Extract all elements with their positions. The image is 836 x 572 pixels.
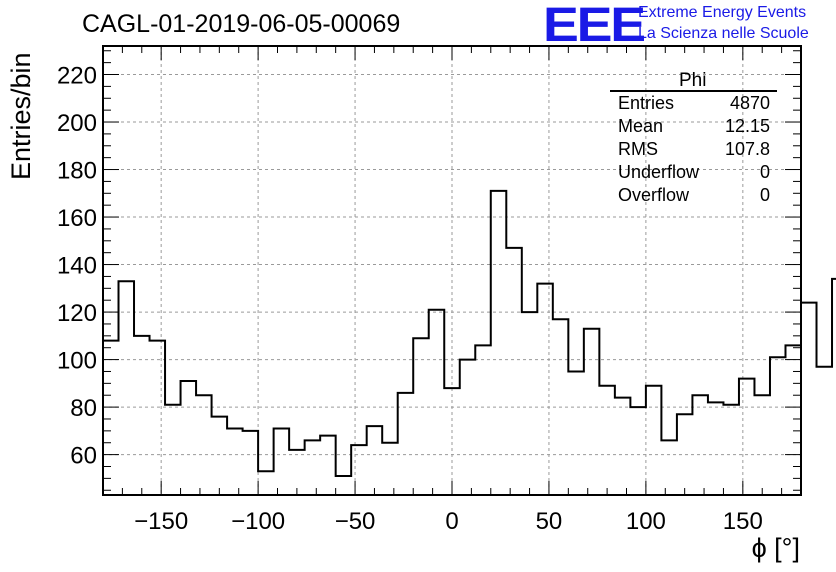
histogram-bin-13 — [305, 440, 321, 495]
histogram-bin-29 — [553, 319, 569, 495]
histogram-bin-16 — [351, 445, 367, 495]
histogram-bin-46 — [817, 367, 833, 495]
y-tick-label: 180 — [57, 158, 97, 185]
plot-title: CAGL-01-2019-06-05-00069 — [82, 10, 401, 38]
x-tick-label: −50 — [335, 508, 376, 535]
x-tick-label: 50 — [536, 508, 563, 535]
histogram-bin-17 — [367, 426, 383, 495]
histogram-bin-3 — [150, 341, 166, 495]
histogram-bin-8 — [227, 428, 243, 495]
histogram-bin-31 — [584, 329, 600, 495]
x-tick-label: −100 — [231, 508, 285, 535]
histogram-bin-22 — [444, 388, 460, 495]
y-tick-label: 220 — [57, 63, 97, 90]
stats-value-rms: 107.8 — [724, 139, 770, 159]
histogram-bin-6 — [196, 395, 212, 495]
histogram-bin-44 — [785, 345, 801, 495]
histogram-bin-20 — [413, 338, 429, 495]
x-tick-label: 150 — [723, 508, 763, 535]
histogram-bin-15 — [336, 476, 352, 495]
histogram-bin-1 — [119, 281, 135, 495]
histogram-bin-33 — [615, 398, 631, 495]
histogram-bin-32 — [599, 386, 615, 495]
histogram-bin-30 — [568, 371, 584, 495]
histogram-bin-34 — [630, 407, 646, 495]
logo-subtitle-line1: Extreme Energy Events — [638, 4, 807, 21]
stats-label-overflow: Overflow — [618, 185, 690, 205]
histogram-bin-38 — [692, 395, 708, 495]
histogram-bin-25 — [491, 191, 507, 495]
histogram-bin-35 — [646, 386, 662, 495]
histogram-bin-9 — [243, 431, 259, 495]
stats-value-mean: 12.15 — [724, 116, 770, 136]
y-tick-label: 80 — [70, 395, 97, 422]
histogram-bin-5 — [181, 381, 197, 495]
histogram-bin-45 — [801, 303, 817, 495]
histogram-bin-7 — [212, 417, 228, 495]
histogram-bin-24 — [475, 345, 491, 495]
histogram-bin-4 — [165, 405, 181, 495]
stats-value-underflow: 0 — [759, 162, 770, 182]
y-tick-label: 120 — [57, 300, 97, 327]
stats-label-underflow: Underflow — [618, 162, 700, 182]
x-tick-label: 100 — [626, 508, 666, 535]
histogram-bin-40 — [723, 405, 739, 495]
y-tick-label: 100 — [57, 348, 97, 375]
histogram-bin-14 — [320, 436, 336, 495]
y-tick-label: 140 — [57, 253, 97, 280]
x-tick-label: 0 — [445, 508, 458, 535]
stats-title: Phi — [679, 70, 707, 91]
y-tick-label: 60 — [70, 443, 97, 470]
y-tick-label: 160 — [57, 205, 97, 232]
histogram-bin-43 — [770, 357, 786, 495]
y-tick-label: 200 — [57, 110, 97, 137]
histogram-bin-26 — [506, 248, 522, 495]
histogram-bin-42 — [754, 395, 770, 495]
y-axis-label: Entries/bin — [6, 52, 36, 180]
stats-label-rms: RMS — [618, 139, 658, 159]
stats-value-overflow: 0 — [759, 185, 770, 205]
histogram-bin-19 — [398, 393, 414, 495]
histogram-bin-11 — [274, 428, 290, 495]
x-tick-label: −150 — [134, 508, 188, 535]
histogram-bin-28 — [537, 284, 553, 495]
eee-logo: EEE — [543, 0, 646, 52]
histogram-bin-39 — [708, 402, 724, 495]
histogram-bin-36 — [661, 440, 677, 495]
histogram-bin-27 — [522, 312, 538, 495]
histogram-bin-10 — [258, 471, 274, 495]
histogram-bin-37 — [677, 414, 693, 495]
logo-subtitle-line2: La Scienza nelle Scuole — [638, 25, 809, 42]
histogram-bin-41 — [739, 379, 755, 495]
histogram-bin-2 — [134, 336, 150, 495]
histogram-bin-18 — [382, 443, 398, 495]
histogram-bin-23 — [460, 360, 476, 495]
stats-value-entries: 4870 — [729, 93, 770, 113]
stats-label-mean: Mean — [618, 116, 664, 136]
histogram-bin-12 — [289, 450, 305, 495]
histogram-bin-47 — [832, 279, 836, 495]
histogram-line — [103, 189, 836, 477]
histogram-bin-0 — [103, 341, 119, 495]
plot-frame — [102, 45, 802, 496]
stats-label-entries: Entries — [618, 93, 675, 113]
histogram-bin-21 — [429, 310, 445, 495]
x-axis-label: ϕ [°] — [751, 533, 800, 563]
